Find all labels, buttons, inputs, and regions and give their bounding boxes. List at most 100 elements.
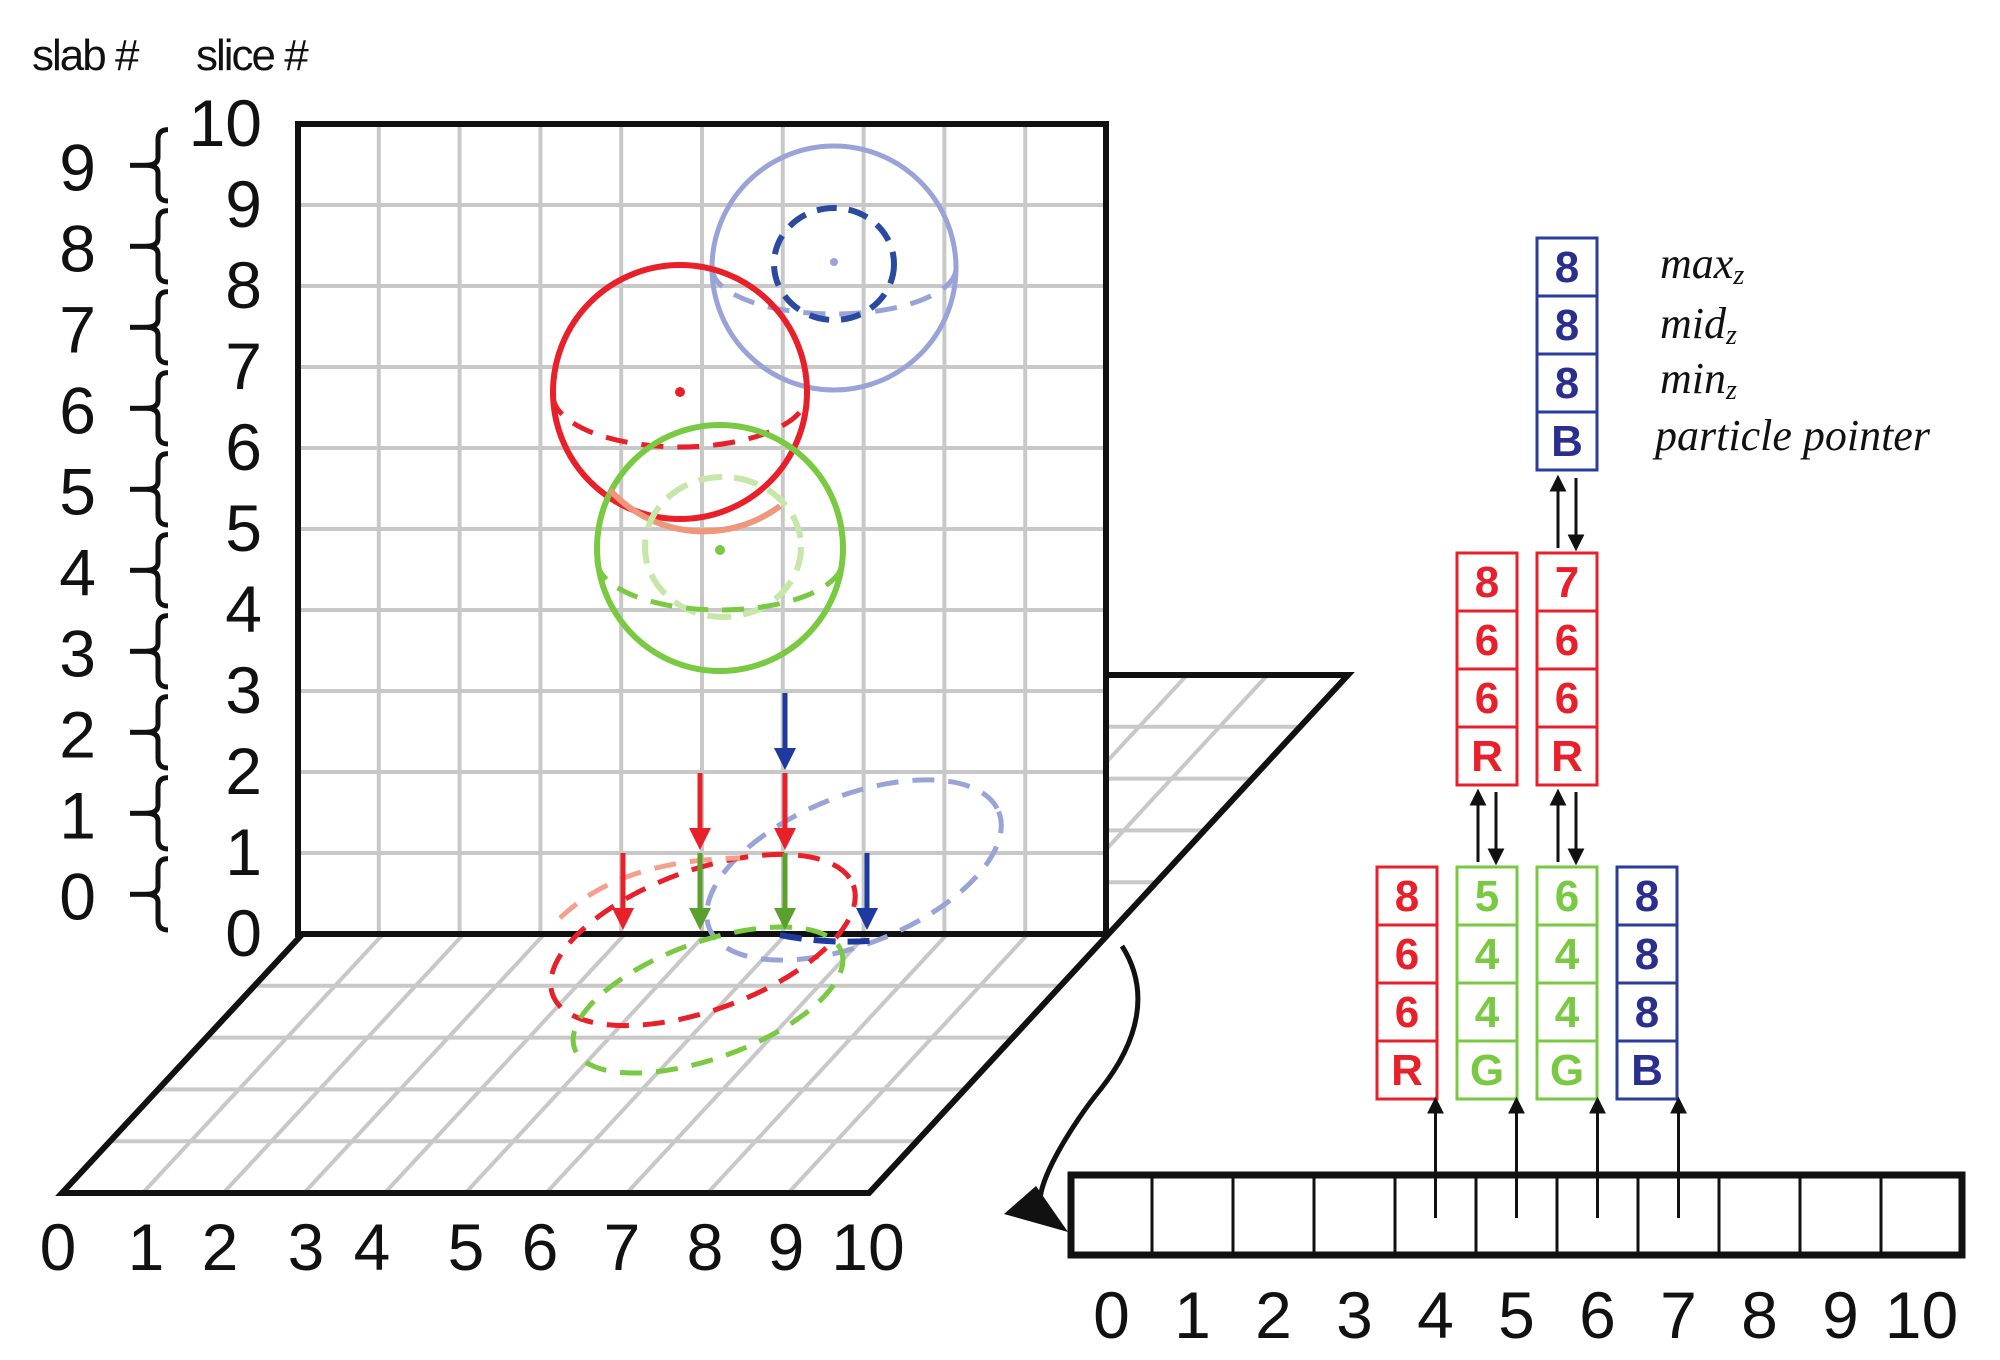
slab-number: 7 [59, 293, 96, 367]
floor-projections [548, 777, 1004, 1076]
blue-projection-bottom [779, 932, 881, 945]
stack-cell-value: 6 [1555, 616, 1579, 665]
curved-arrow [1004, 944, 1141, 1232]
slab-number: 2 [59, 698, 96, 772]
blue-projection [704, 777, 1004, 963]
link-arrow-head [1567, 534, 1585, 552]
stack-cell-value: 6 [1395, 930, 1419, 979]
red-center-dot [675, 387, 685, 397]
red-sphere-outline [550, 262, 810, 522]
slice-number: 1 [225, 815, 262, 889]
array-index: 4 [1417, 1278, 1454, 1352]
stack-bottom-blue: 8 8 8 B [1615, 865, 1679, 1101]
linked-list-stacks: 8 8 8 B 8 6 6 R 7 6 6 R 8 6 6 R 5 4 4 G 6 4 4 G 8 8 8 B [1375, 236, 1679, 1101]
x-axis-number: 8 [687, 1210, 724, 1284]
legend-mid: midz [1660, 299, 1737, 351]
blue-inner-ring [771, 205, 897, 323]
x-axis-number: 4 [354, 1210, 391, 1284]
link-arrow-head [1427, 1096, 1444, 1114]
stack-cell-value: 4 [1475, 988, 1500, 1037]
link-arrow-head [1589, 1096, 1606, 1114]
stack-cell [1455, 551, 1519, 613]
stack-cell [1455, 609, 1519, 671]
slab-bracket [145, 532, 169, 609]
x-axis-number: 7 [604, 1210, 641, 1284]
projection-arrows [612, 693, 878, 930]
slab-number: 5 [59, 455, 96, 529]
stack-bottom-green-a: 5 4 4 G [1455, 865, 1519, 1101]
slice-number: 3 [225, 653, 262, 727]
arrow-green-1 [689, 853, 711, 930]
stack-cell [1615, 981, 1679, 1043]
stack-top-blue: 8 8 8 B [1535, 236, 1599, 472]
slab-bracket [145, 694, 169, 771]
stack-cell-value: G [1550, 1046, 1584, 1095]
legend-min: minz [1660, 354, 1737, 406]
stack-cell-value: 6 [1555, 674, 1579, 723]
stack-cell-value: 6 [1395, 988, 1419, 1037]
stack-cell [1455, 923, 1519, 985]
arrow-red-1 [689, 773, 711, 850]
slice-header: slice # [196, 31, 309, 80]
array-index: 0 [1093, 1278, 1130, 1352]
stack-cell-value: G [1470, 1046, 1504, 1095]
green-projection [570, 924, 846, 1076]
slab-bracket [145, 451, 169, 528]
link-arrow-head [1549, 474, 1567, 492]
legend-max: maxz [1660, 239, 1744, 291]
slice-number: 8 [225, 248, 262, 322]
slab-number: 3 [59, 617, 96, 691]
slice-number: 9 [225, 167, 262, 241]
array-index: 10 [1885, 1278, 1958, 1352]
stack-cell [1455, 981, 1519, 1043]
slab-bracket [145, 289, 169, 366]
slice-number: 5 [225, 491, 262, 565]
slab-header: slab # [32, 31, 140, 80]
link-arrow-head [1549, 788, 1567, 806]
array-index: 9 [1822, 1278, 1859, 1352]
stack-cell-value: 8 [1555, 243, 1579, 292]
stack-cell [1455, 1039, 1519, 1101]
arrow-red-3 [612, 853, 634, 930]
x-axis-number: 0 [40, 1210, 77, 1284]
x-axis-number: 2 [202, 1210, 239, 1284]
slab-bracket [145, 127, 169, 204]
slab-number: 9 [59, 131, 96, 205]
array-index: 2 [1255, 1278, 1292, 1352]
green-center-dot [715, 545, 725, 555]
stack-bottom-red: 8 6 6 R [1375, 865, 1439, 1101]
stack-cell-value: 8 [1555, 359, 1579, 408]
legend: maxz midz minz particle pointer [1652, 239, 1931, 460]
wall-outline [295, 121, 1109, 937]
array-cells [1150, 1175, 1883, 1255]
stack-cell [1615, 923, 1679, 985]
slice-number: 2 [225, 734, 262, 808]
link-arrow-head [1469, 788, 1487, 806]
stack-cell [1535, 1039, 1599, 1101]
array-index: 5 [1498, 1278, 1535, 1352]
list-link-arrows [1427, 474, 1687, 1218]
slice-number: 4 [225, 572, 262, 646]
green-inner-ring [642, 474, 804, 620]
link-arrow-head [1567, 848, 1585, 866]
x-axis-number: 9 [768, 1210, 805, 1284]
stack-cell [1375, 981, 1439, 1043]
link-arrow-head [1508, 1096, 1525, 1114]
stack-cell [1535, 865, 1599, 927]
x-axis-number: 1 [128, 1210, 165, 1284]
stack-cell [1535, 236, 1599, 298]
stack-cell-value: 8 [1555, 301, 1579, 350]
slab-brackets [130, 127, 169, 933]
stack-cell [1535, 667, 1599, 729]
slab-number: 6 [59, 374, 96, 448]
arrow-blue-lower [856, 853, 878, 930]
arrow-green-2 [774, 853, 796, 930]
red-sphere-equator [550, 394, 810, 450]
stack-cell-value: R [1471, 732, 1503, 781]
stack-cell-value: 6 [1555, 872, 1579, 921]
stack-cell-value: 4 [1555, 930, 1580, 979]
stack-mid-red-b: 7 6 6 R [1535, 551, 1599, 787]
x-axis-number: 5 [448, 1210, 485, 1284]
stack-cell-value: 8 [1475, 558, 1499, 607]
